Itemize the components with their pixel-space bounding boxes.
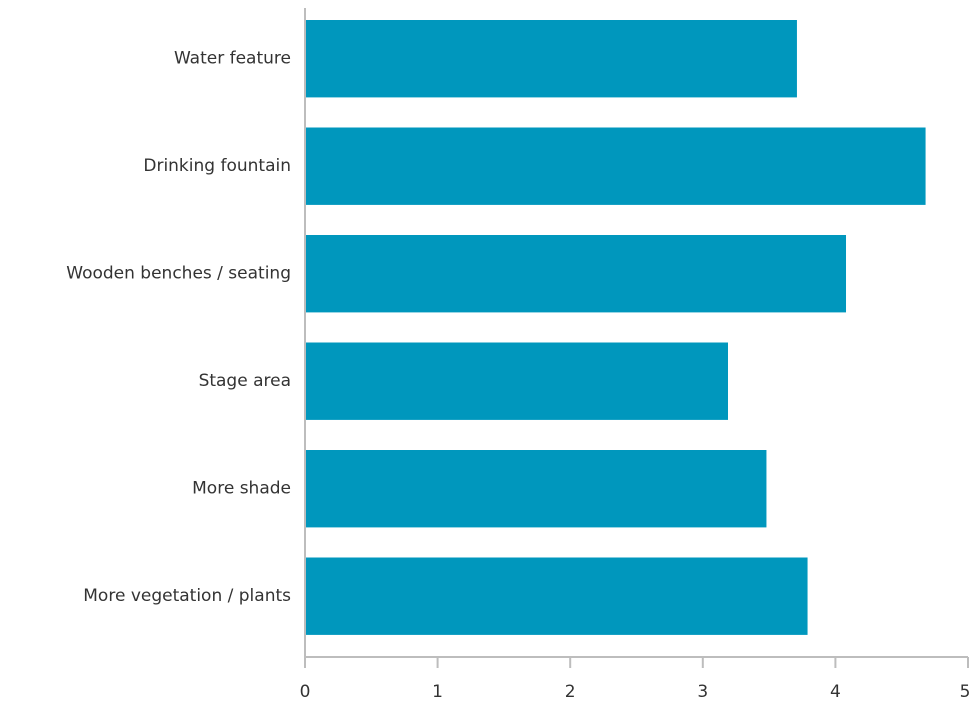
bar-wooden-benches-seating — [305, 235, 847, 313]
bar-more-shade — [305, 450, 767, 528]
x-tick-label: 1 — [432, 682, 443, 702]
x-tick-label: 2 — [565, 682, 576, 702]
bar-drinking-fountain — [305, 127, 926, 205]
bar-water-feature — [305, 20, 797, 98]
category-label: Water feature — [174, 49, 291, 69]
bar-stage-area — [305, 342, 728, 420]
category-label: Drinking fountain — [143, 156, 291, 176]
category-label: Stage area — [199, 371, 291, 391]
category-label: More vegetation / plants — [83, 586, 291, 606]
x-tick-label: 4 — [830, 682, 841, 702]
x-tick-label: 3 — [697, 682, 708, 702]
category-labels-group: Water feature Drinking fountain Wooden ben… — [66, 49, 291, 607]
x-tick-label: 0 — [300, 682, 311, 702]
category-label: Wooden benches / seating — [66, 264, 291, 284]
x-tick-label: 5 — [960, 682, 971, 702]
bars-group — [305, 20, 926, 635]
category-label: More shade — [192, 479, 291, 499]
bar-more-vegetation-plants — [305, 557, 808, 635]
x-ticks-group: 0 1 2 3 4 5 — [300, 657, 971, 702]
